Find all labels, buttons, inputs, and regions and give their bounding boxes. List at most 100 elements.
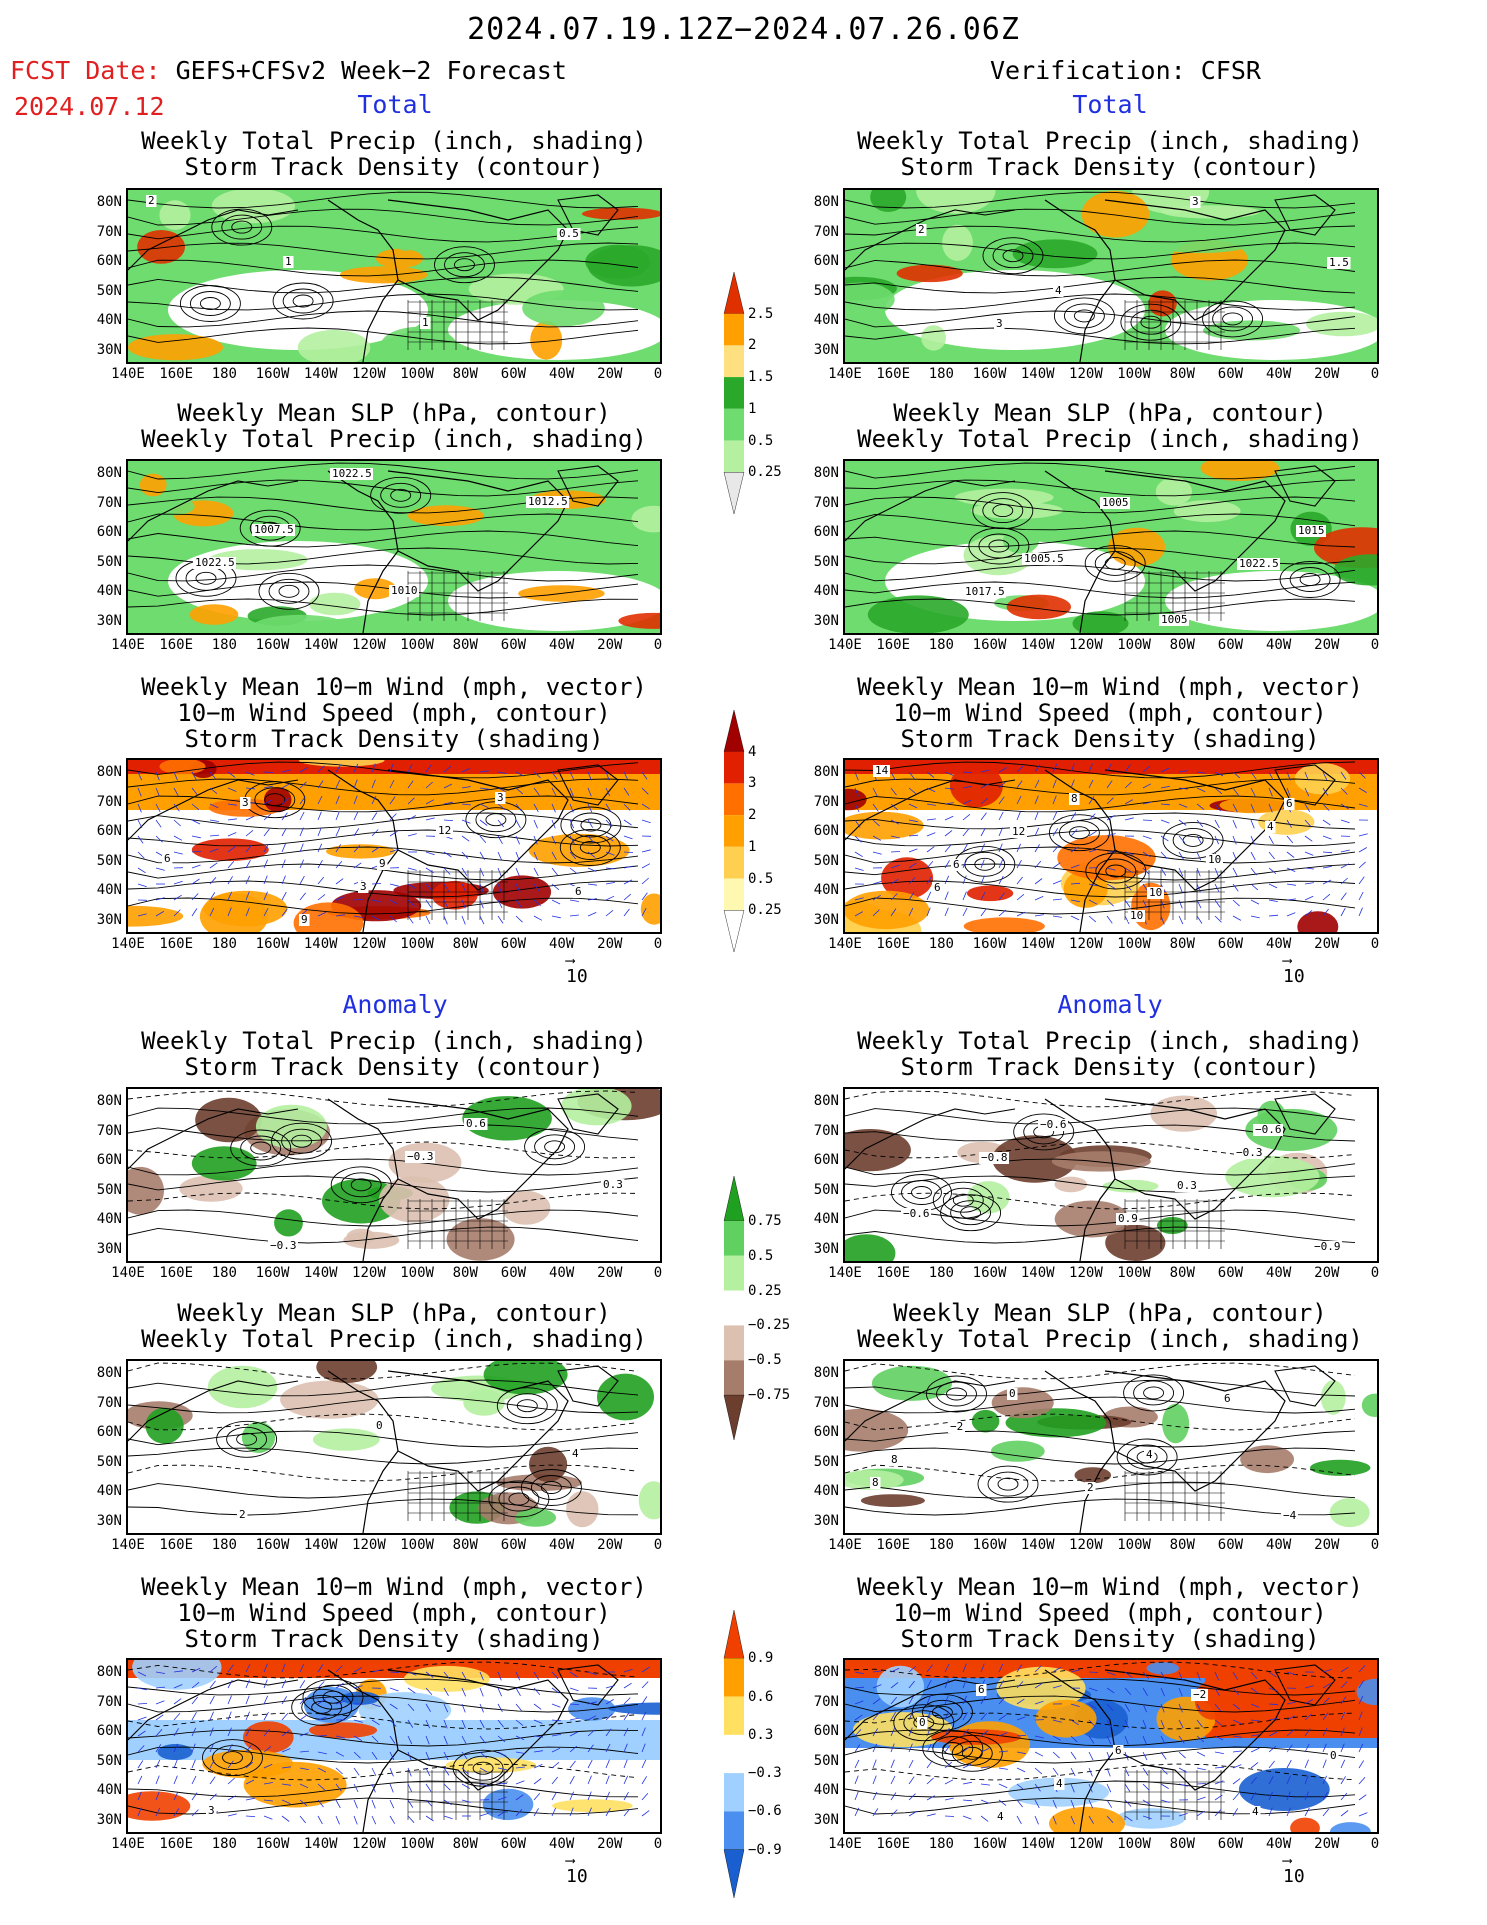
lon-label: 120W	[1069, 1836, 1103, 1852]
contour-label: 4	[1250, 1805, 1261, 1818]
svg-text:4: 4	[572, 1447, 579, 1460]
lon-label: 100W	[400, 936, 434, 952]
map-panel-r-slp: 1005.5 1005 1015 1017.5 1005 1022.5	[843, 459, 1379, 635]
lat-label: 60N	[96, 524, 122, 540]
contour-label: 9	[299, 913, 310, 926]
lon-label: 140E	[828, 637, 862, 653]
lon-label: 180	[211, 936, 237, 952]
svg-text:0.9: 0.9	[1118, 1212, 1138, 1225]
lat-label: 40N	[813, 583, 839, 599]
svg-text:1015: 1015	[1298, 524, 1325, 537]
map-canvas: −0.3 −0.6 −0.6 0.3 −0.9 −0.8 0.9 −0.6	[845, 1089, 1377, 1261]
map-panel-l-wind: 3 3 6 9 12 6 3 9	[126, 758, 662, 934]
lon-label: 140W	[303, 1836, 338, 1852]
colorbar-label: 1	[748, 838, 757, 855]
svg-text:1022.5: 1022.5	[332, 467, 372, 480]
lon-label: 160W	[255, 1537, 290, 1553]
lon-label: 140E	[828, 1836, 862, 1852]
lat-label: 40N	[96, 882, 122, 898]
contour-label: 0.3	[601, 1178, 625, 1191]
lat-label: 80N	[813, 1365, 839, 1381]
lon-label: 80W	[452, 1265, 478, 1281]
section-total-right: Total	[1072, 90, 1148, 119]
svg-text:6: 6	[1286, 797, 1293, 810]
lon-label: 120W	[352, 637, 386, 653]
contour-label: 1005.5	[1022, 552, 1065, 565]
contour-label: 12	[436, 824, 453, 837]
lon-label: 140W	[1020, 637, 1055, 653]
lon-label: 140W	[1020, 1265, 1055, 1281]
svg-text:0.5: 0.5	[559, 227, 579, 240]
lon-label: 120W	[352, 1537, 386, 1553]
colorbar-label: 0.5	[748, 870, 774, 887]
svg-text:3: 3	[1192, 195, 1199, 208]
lat-label: 30N	[96, 612, 122, 629]
contour-label: 1017.5	[963, 585, 1006, 598]
vector-reference-value: 10	[1283, 966, 1305, 987]
lat-label: 50N	[96, 852, 122, 869]
lat-label: 60N	[813, 1424, 839, 1440]
contour-label: 0	[1007, 1387, 1018, 1400]
lon-label: 160W	[255, 366, 290, 382]
lon-label: 180	[211, 637, 237, 653]
vector-reference: ⟶ 10	[1283, 953, 1305, 987]
svg-text:1005.5: 1005.5	[1024, 552, 1064, 565]
lat-label: 50N	[813, 1453, 839, 1470]
lon-label: 120W	[352, 936, 386, 952]
lat-label: 50N	[96, 553, 122, 570]
contour-label: 1.5	[1327, 256, 1351, 269]
svg-text:1012.5: 1012.5	[528, 495, 568, 508]
lat-label: 40N	[96, 583, 122, 599]
lon-label: 160W	[255, 1265, 290, 1281]
contour-label: 2	[1085, 1481, 1096, 1494]
lon-label: 60W	[1217, 637, 1244, 653]
svg-text:0: 0	[376, 1419, 383, 1432]
lon-label: 160W	[972, 936, 1007, 952]
map-panel-la-precip: 0.6 0.3 −0.3 −0.3	[126, 1087, 662, 1263]
lon-label: 80W	[452, 1836, 478, 1852]
contour-label: 0	[1328, 1749, 1339, 1762]
contour-label: −0.6	[1038, 1118, 1068, 1131]
svg-text:1.5: 1.5	[1329, 256, 1349, 269]
colorbar-label: 0.25	[748, 1282, 782, 1299]
lat-label: 40N	[96, 1782, 122, 1798]
lon-label: 180	[928, 1537, 954, 1553]
contour-label: 2	[237, 1508, 248, 1521]
lon-label: 60W	[500, 637, 527, 653]
contour-label: 4	[1054, 1777, 1065, 1790]
contour-label: 1	[420, 316, 431, 329]
lon-label: 60W	[500, 366, 527, 382]
lon-label: 20W	[1314, 1265, 1340, 1281]
lat-label: 80N	[813, 194, 839, 210]
lon-label: 140E	[828, 1265, 862, 1281]
colorbar-label: −0.25	[748, 1317, 791, 1334]
lat-label: 30N	[96, 1811, 122, 1828]
lon-label: 160E	[159, 936, 194, 952]
lat-label: 60N	[813, 1152, 839, 1168]
svg-text:−0.9: −0.9	[1314, 1240, 1341, 1253]
lon-label: 140E	[111, 637, 145, 653]
contour-label: 0	[917, 1716, 928, 1729]
contour-label: −0.3	[1234, 1146, 1264, 1159]
contour-label: 3	[240, 796, 251, 809]
contour-label: 4	[1265, 820, 1276, 833]
svg-text:4: 4	[1146, 1448, 1153, 1461]
svg-text:0: 0	[1009, 1387, 1016, 1400]
contour-label: 6	[162, 852, 173, 865]
lon-label: 140W	[303, 637, 338, 653]
svg-text:0.3: 0.3	[1177, 1179, 1197, 1192]
contour-label: 1022.5	[1237, 557, 1280, 570]
lon-label: 160W	[255, 936, 290, 952]
lat-label: 50N	[96, 1453, 122, 1470]
svg-text:4: 4	[1267, 820, 1274, 833]
svg-text:−0.6: −0.6	[903, 1207, 930, 1220]
title-fcst-precip: Weekly Total Precip (inch, shading) Stor…	[141, 127, 647, 181]
lat-label: 80N	[96, 764, 122, 780]
lon-label: 20W	[1314, 366, 1340, 382]
forecast-header: FCST Date: GEFS+CFSv2 Week−2 Forecast	[10, 56, 567, 85]
lon-label: 160W	[972, 1537, 1007, 1553]
contour-label: 3	[994, 317, 1005, 330]
lat-label: 70N	[96, 793, 122, 810]
contour-label: 6	[1113, 1744, 1124, 1757]
